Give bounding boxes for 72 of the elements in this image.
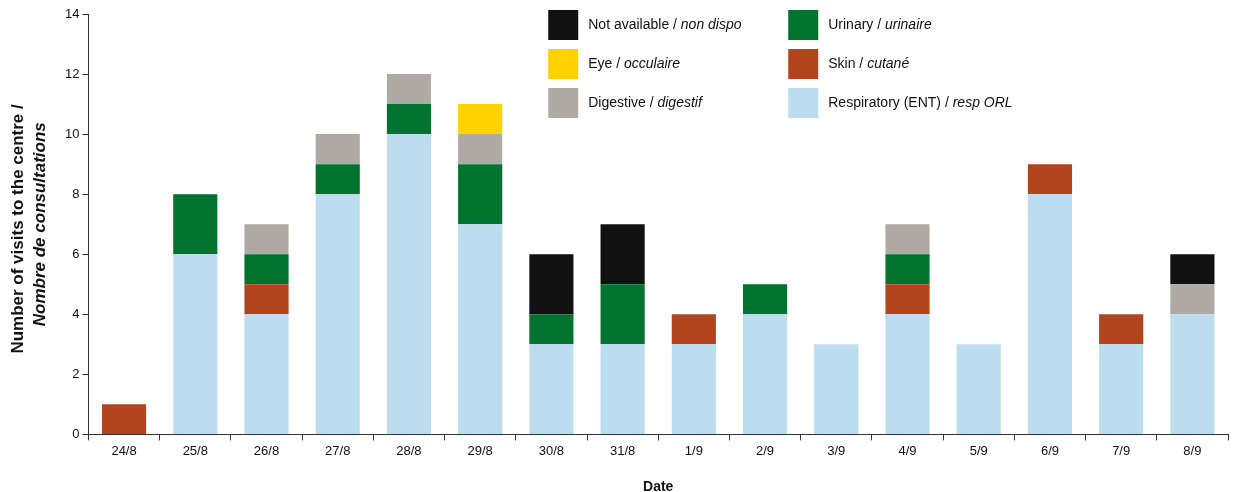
bar bbox=[315, 194, 360, 434]
bar bbox=[315, 164, 360, 195]
bar bbox=[173, 194, 218, 255]
y-tick-label: 6 bbox=[72, 245, 80, 261]
x-tick-label: 7/9 bbox=[1112, 442, 1131, 458]
bar bbox=[458, 224, 503, 434]
y-axis-title: Number of visits to the centre / Nombre de consultations bbox=[7, 94, 49, 354]
bar bbox=[885, 284, 930, 315]
bar bbox=[244, 284, 289, 315]
bar bbox=[671, 314, 716, 345]
bar bbox=[885, 224, 930, 255]
bar bbox=[173, 254, 218, 434]
legend-label: Skin / cutané bbox=[828, 54, 910, 71]
x-tick-label: 25/8 bbox=[182, 442, 208, 458]
x-tick-label: 28/8 bbox=[396, 442, 422, 458]
bar bbox=[742, 284, 788, 315]
x-tick-label: 26/8 bbox=[253, 442, 280, 458]
y-tick-label: 12 bbox=[64, 65, 80, 81]
x-tick-label: 1/9 bbox=[684, 442, 703, 458]
bar bbox=[529, 344, 574, 434]
x-tick-label: 27/8 bbox=[325, 442, 351, 458]
bar bbox=[600, 344, 645, 434]
bar bbox=[600, 224, 645, 285]
bar bbox=[244, 314, 289, 434]
bar bbox=[458, 164, 503, 225]
bar bbox=[1170, 254, 1215, 285]
bar bbox=[814, 344, 859, 434]
y-tick-label: 2 bbox=[72, 365, 80, 381]
legend-label: Eye / occulaire bbox=[588, 54, 681, 71]
x-tick-label: 31/8 bbox=[609, 442, 636, 458]
bar bbox=[386, 104, 432, 135]
bar bbox=[1099, 344, 1144, 434]
x-tick-label: 2/9 bbox=[756, 442, 775, 458]
bar bbox=[529, 254, 574, 315]
x-tick-label: 3/9 bbox=[827, 442, 846, 458]
bar bbox=[386, 134, 432, 434]
bar bbox=[600, 284, 645, 345]
bar bbox=[1027, 194, 1073, 434]
bar bbox=[1099, 314, 1144, 345]
bar bbox=[885, 254, 930, 285]
bar bbox=[458, 104, 503, 135]
x-tick-label: 4/9 bbox=[898, 442, 917, 458]
bar bbox=[529, 314, 574, 345]
bar bbox=[386, 74, 432, 105]
x-axis-title: Date bbox=[643, 477, 674, 492]
bar bbox=[885, 314, 930, 434]
bar bbox=[742, 314, 788, 434]
bar bbox=[101, 404, 147, 434]
y-tick-label: 0 bbox=[72, 425, 80, 441]
y-tick-label: 10 bbox=[64, 125, 80, 141]
bar bbox=[1170, 314, 1215, 434]
x-tick-label: 8/9 bbox=[1183, 442, 1202, 458]
bar bbox=[458, 134, 503, 165]
bar bbox=[244, 224, 289, 255]
bar bbox=[1027, 164, 1073, 195]
bar bbox=[315, 134, 360, 165]
x-tick-label: 24/8 bbox=[111, 442, 137, 458]
bar bbox=[956, 344, 1001, 434]
x-tick-label: 30/8 bbox=[538, 442, 565, 458]
legend-label: Urinary / urinaire bbox=[828, 15, 932, 32]
bar bbox=[671, 344, 716, 434]
legend-label: Digestive / digestif bbox=[588, 93, 704, 110]
legend-label: Respiratory (ENT) / resp ORL bbox=[828, 93, 1013, 110]
bar bbox=[244, 254, 289, 285]
x-tick-label: 29/8 bbox=[467, 442, 493, 458]
y-tick-label: 4 bbox=[72, 305, 80, 321]
y-tick-label: 8 bbox=[72, 185, 80, 201]
x-tick-label: 6/9 bbox=[1040, 442, 1059, 458]
x-tick-label: 5/9 bbox=[969, 442, 988, 458]
y-tick-label: 14 bbox=[64, 5, 80, 21]
bar bbox=[1170, 284, 1215, 315]
legend-label: Not available / non dispo bbox=[588, 15, 742, 32]
